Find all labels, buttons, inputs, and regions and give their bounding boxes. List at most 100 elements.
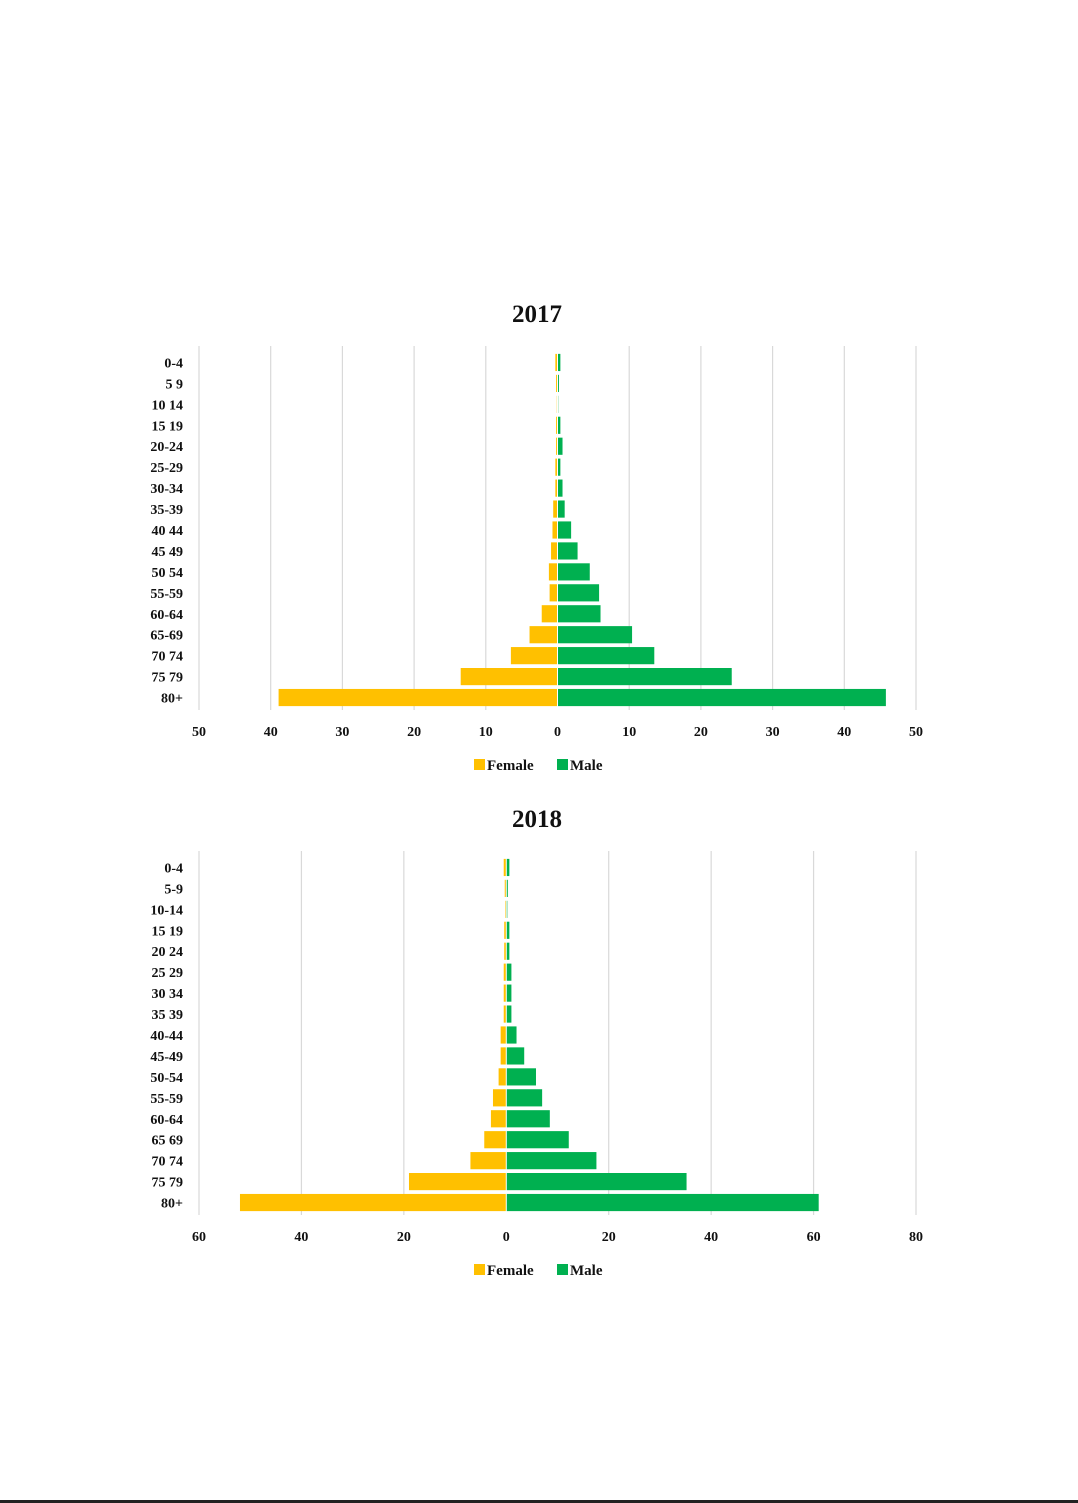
category-label: 10 14 (152, 398, 184, 413)
male-bar (506, 1193, 819, 1212)
legend-swatch (557, 1264, 568, 1275)
male-bar (506, 921, 510, 939)
female-bar (505, 900, 507, 918)
category-label: 75 79 (152, 671, 184, 686)
category-label: 30 34 (152, 987, 184, 1002)
category-label: 80+ (161, 692, 183, 707)
female-bar (556, 416, 558, 434)
female-bar (239, 1193, 507, 1212)
male-bar (506, 1173, 687, 1191)
male-bar (557, 416, 561, 434)
male-bar (506, 1152, 597, 1170)
x-tick-label: 40 (837, 725, 851, 740)
category-label: 15 19 (152, 924, 184, 939)
category-label: 35 39 (152, 1008, 184, 1023)
male-bar (506, 942, 510, 960)
category-label: 5 9 (166, 377, 184, 392)
x-tick-label: 60 (192, 1230, 206, 1245)
male-bar (557, 584, 600, 602)
category-label: 10-14 (150, 903, 183, 918)
male-bar (557, 437, 563, 455)
category-label: 35-39 (150, 503, 183, 518)
female-bar (504, 921, 507, 939)
male-bar (506, 984, 512, 1002)
category-label: 55-59 (150, 1092, 183, 1107)
male-bar (506, 963, 512, 981)
x-tick-label: 20 (694, 725, 708, 740)
male-bar (506, 879, 508, 897)
chart-title: 2017 (512, 301, 562, 328)
category-label: 50 54 (152, 566, 184, 581)
chart-title: 2018 (512, 806, 562, 833)
female-bar (551, 542, 558, 560)
legend-swatch (474, 1264, 485, 1275)
female-bar (470, 1152, 507, 1170)
female-bar (503, 963, 507, 981)
category-label: 20-24 (150, 440, 183, 455)
category-label: 40 44 (152, 524, 184, 539)
male-bar (557, 353, 561, 372)
female-bar (548, 563, 558, 581)
male-bar (506, 1068, 536, 1086)
female-bar (555, 479, 558, 497)
x-tick-label: 80 (909, 1230, 923, 1245)
male-bar (506, 858, 510, 877)
x-tick-label: 20 (407, 725, 421, 740)
female-bar (552, 521, 558, 539)
category-label: 20 24 (152, 945, 184, 960)
male-bar (506, 1026, 517, 1044)
page-bottom-border (0, 1500, 1078, 1503)
male-bar (557, 626, 633, 644)
female-bar (556, 437, 558, 455)
category-label: 25-29 (150, 461, 183, 476)
category-label: 15 19 (152, 419, 184, 434)
male-bar (557, 668, 732, 686)
chart-svg: 2018 0-4 5-9 10-14 15 19 20 24 25 29 30 34 35 39… (150, 806, 923, 1279)
x-tick-label: 10 (479, 725, 493, 740)
legend: Female Male (474, 1263, 603, 1279)
male-bar (506, 1047, 525, 1065)
category-label: 75 79 (152, 1176, 184, 1191)
category-label: 30-34 (150, 482, 183, 497)
x-tick-label: 50 (909, 725, 923, 740)
category-label: 70 74 (152, 1155, 184, 1170)
female-bar (278, 688, 558, 707)
male-bar (557, 647, 655, 665)
category-label: 0-4 (164, 356, 183, 371)
category-label: 50-54 (150, 1071, 183, 1086)
female-bar (541, 605, 558, 623)
category-label: 5-9 (164, 882, 183, 897)
category-label: 0-4 (164, 861, 183, 876)
male-bar (506, 900, 508, 918)
category-label: 60-64 (150, 1113, 183, 1128)
category-label: 60-64 (150, 608, 183, 623)
male-bar (557, 479, 563, 497)
x-tick-label: 30 (766, 725, 780, 740)
x-tick-label: 60 (807, 1230, 821, 1245)
x-tick-label: 20 (397, 1230, 411, 1245)
x-tick-label: 50 (192, 725, 206, 740)
female-bar (555, 353, 558, 372)
legend-label: Female (487, 1263, 534, 1279)
female-bar (500, 1047, 507, 1065)
female-bar (408, 1173, 507, 1191)
male-bar (557, 500, 565, 518)
male-bar (557, 521, 572, 539)
category-label: 45-49 (150, 1050, 183, 1065)
legend-label: Male (570, 758, 603, 774)
female-bar (460, 668, 558, 686)
legend-label: Female (487, 758, 534, 774)
category-label: 65 69 (152, 1134, 184, 1149)
female-bar (556, 374, 558, 392)
legend: Female Male (474, 758, 603, 774)
category-label: 80+ (161, 1197, 183, 1212)
male-bar (506, 1089, 543, 1107)
female-bar (529, 626, 558, 644)
category-label: 65-69 (150, 629, 183, 644)
category-label: 55-59 (150, 587, 183, 602)
female-bar (504, 942, 507, 960)
category-label: 70 74 (152, 650, 184, 665)
female-bar (503, 1005, 507, 1023)
x-tick-label: 30 (335, 725, 349, 740)
female-bar (503, 984, 507, 1002)
